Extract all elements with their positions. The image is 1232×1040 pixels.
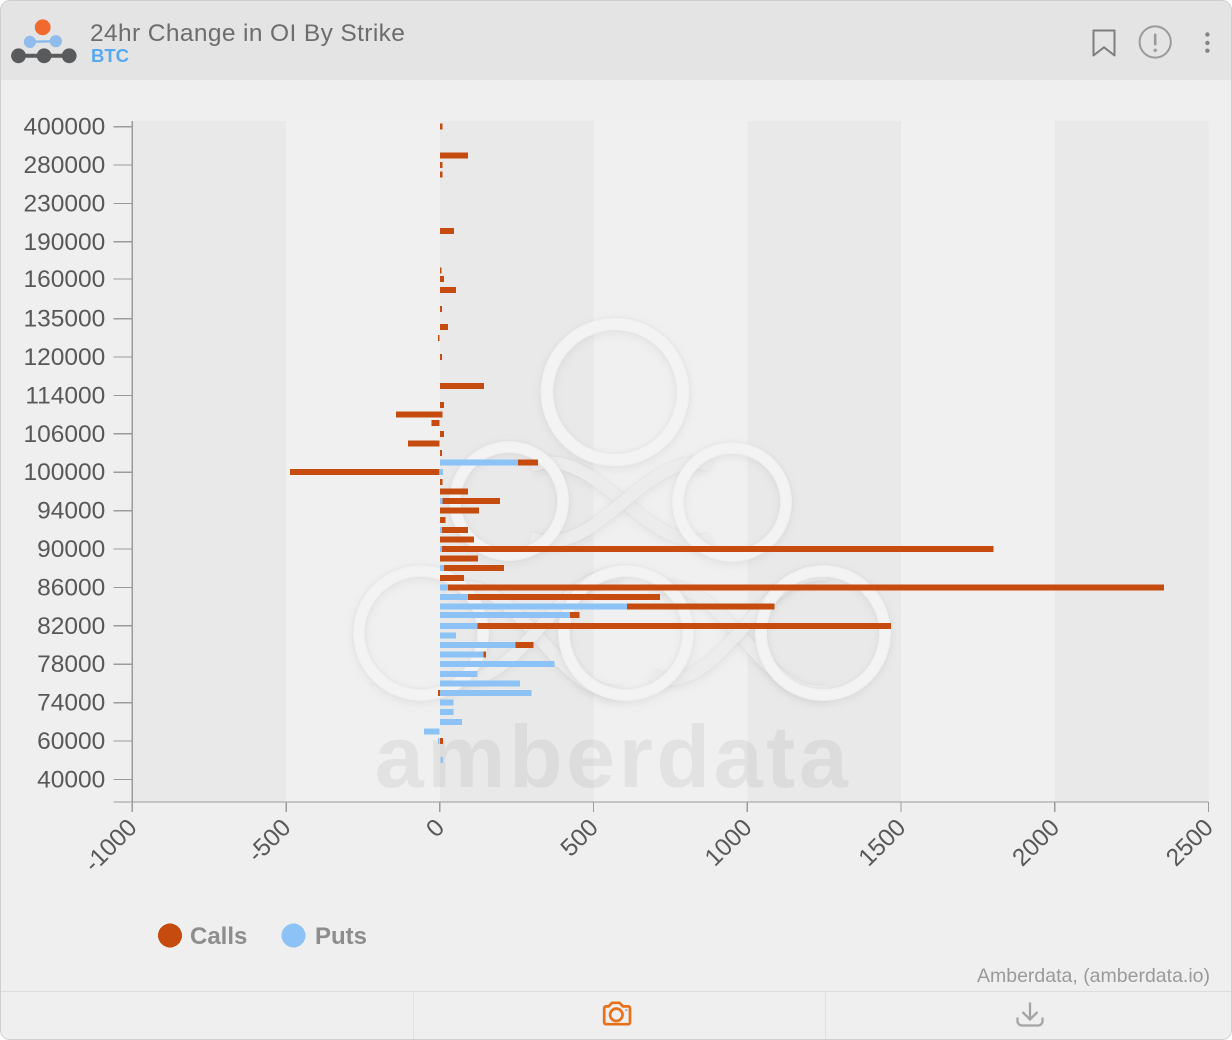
svg-text:2000: 2000 — [1007, 814, 1065, 872]
svg-text:94000: 94000 — [37, 498, 105, 525]
svg-text:Puts: Puts — [315, 923, 367, 950]
svg-text:280000: 280000 — [24, 152, 106, 179]
svg-text:90000: 90000 — [37, 536, 105, 563]
svg-text:-1000: -1000 — [79, 814, 142, 877]
svg-text:160000: 160000 — [24, 266, 106, 293]
svg-text:86000: 86000 — [37, 574, 105, 601]
svg-text:100000: 100000 — [24, 459, 106, 486]
svg-text:60000: 60000 — [37, 728, 105, 755]
svg-text:106000: 106000 — [24, 421, 106, 448]
svg-text:Calls: Calls — [190, 923, 247, 950]
svg-text:-500: -500 — [243, 814, 297, 868]
svg-text:190000: 190000 — [24, 229, 106, 256]
svg-text:78000: 78000 — [37, 651, 105, 678]
svg-text:2500: 2500 — [1161, 814, 1219, 872]
svg-text:Amberdata, (amberdata.io): Amberdata, (amberdata.io) — [977, 965, 1210, 987]
svg-text:1000: 1000 — [700, 814, 758, 872]
svg-text:120000: 120000 — [24, 344, 106, 371]
svg-text:500: 500 — [556, 814, 604, 862]
svg-text:74000: 74000 — [37, 690, 105, 717]
svg-text:1500: 1500 — [854, 814, 912, 872]
svg-text:400000: 400000 — [24, 114, 106, 141]
svg-text:230000: 230000 — [24, 190, 106, 217]
svg-text:135000: 135000 — [24, 306, 106, 333]
svg-text:82000: 82000 — [37, 613, 105, 640]
svg-text:114000: 114000 — [25, 382, 105, 409]
svg-text:0: 0 — [421, 814, 450, 843]
svg-text:40000: 40000 — [37, 766, 105, 793]
